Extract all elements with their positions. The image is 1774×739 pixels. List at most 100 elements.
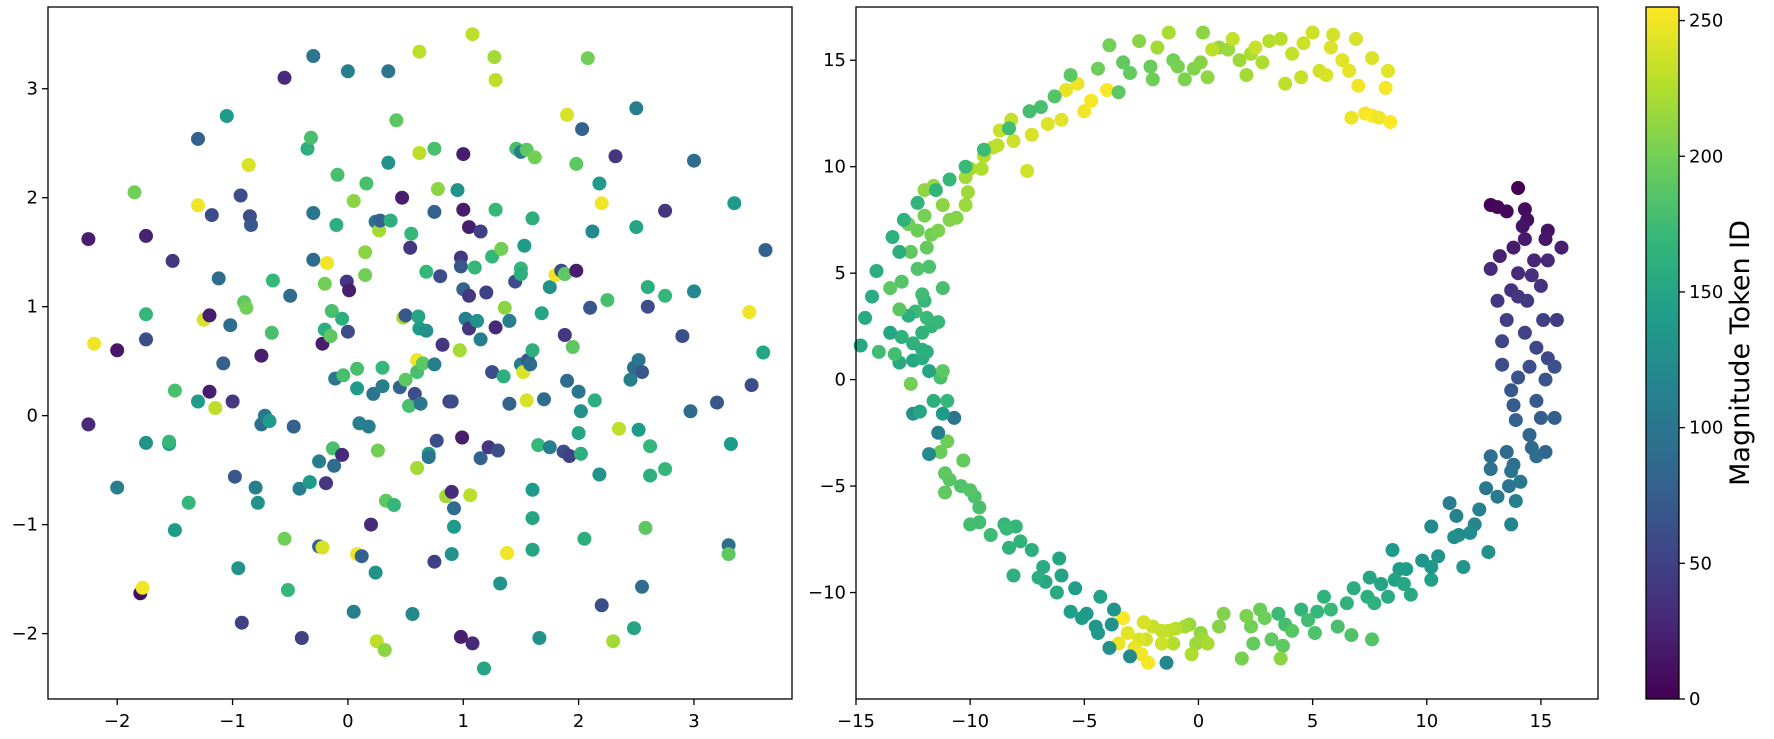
data-point	[560, 107, 575, 122]
data-point	[502, 396, 517, 411]
data-point	[592, 467, 607, 482]
data-point	[463, 488, 478, 503]
data-point	[398, 308, 413, 323]
data-point	[1504, 517, 1519, 532]
data-point	[412, 146, 427, 160]
data-point	[972, 500, 987, 515]
data-point	[940, 434, 955, 449]
data-point	[444, 484, 459, 499]
data-point	[444, 547, 459, 562]
colorbar: 0 50 100 150 200 250 Magnitude Token ID	[1645, 6, 1756, 710]
data-point	[433, 269, 448, 284]
data-point	[191, 131, 205, 146]
data-point	[135, 580, 150, 595]
data-point	[1091, 61, 1105, 76]
data-point	[456, 147, 471, 162]
data-point	[1022, 104, 1037, 119]
colorbar-tick-label: 100	[1689, 418, 1723, 439]
data-point	[519, 393, 534, 408]
x-axis-left: −2 −1 0 1 2 3	[104, 699, 700, 732]
data-point	[427, 554, 442, 569]
data-point	[631, 353, 646, 368]
data-point	[926, 393, 941, 408]
data-point	[1515, 219, 1530, 234]
data-point	[573, 446, 588, 461]
y-tick-label: 0	[27, 406, 38, 427]
data-point	[1257, 611, 1272, 626]
data-point	[1317, 589, 1331, 604]
data-point	[1547, 410, 1562, 425]
scatter-points-right	[853, 25, 1569, 670]
data-point	[896, 212, 911, 227]
data-point	[910, 261, 925, 276]
data-point	[167, 523, 182, 538]
data-point	[928, 183, 943, 198]
data-point	[1091, 626, 1105, 640]
data-point	[421, 450, 436, 465]
data-point	[450, 183, 465, 198]
data-point	[1013, 534, 1028, 549]
data-point	[369, 634, 384, 649]
data-point	[1307, 626, 1322, 640]
data-point	[1239, 68, 1254, 83]
y-tick-label: 1	[27, 297, 38, 318]
data-point	[1047, 89, 1062, 104]
data-point	[342, 283, 357, 298]
data-point	[883, 281, 898, 296]
data-point	[455, 430, 470, 445]
data-point	[922, 364, 937, 379]
data-point	[517, 238, 532, 253]
data-point	[1365, 51, 1379, 66]
data-point	[643, 439, 658, 454]
data-point	[931, 425, 946, 440]
data-point	[1504, 383, 1519, 398]
data-point	[917, 208, 932, 223]
data-point	[402, 398, 416, 413]
data-point	[612, 421, 626, 436]
data-point	[1177, 72, 1192, 87]
data-point	[1463, 525, 1478, 540]
data-point	[1170, 59, 1185, 74]
data-point	[1511, 181, 1526, 195]
data-point	[727, 196, 742, 211]
data-point	[264, 325, 279, 340]
data-point	[375, 379, 390, 394]
data-point	[675, 329, 690, 344]
data-point	[935, 406, 950, 421]
data-point	[892, 244, 907, 259]
data-point	[1068, 581, 1083, 596]
data-point	[885, 230, 900, 244]
data-point	[139, 435, 153, 450]
data-point	[1275, 638, 1290, 653]
data-point	[265, 273, 280, 288]
data-point	[366, 386, 381, 401]
x-tick-label: 5	[1307, 711, 1318, 732]
data-point	[1154, 636, 1169, 651]
plot-frame-left	[47, 6, 793, 700]
data-point	[470, 313, 485, 328]
data-point	[1529, 449, 1544, 464]
data-point	[883, 325, 898, 340]
data-point	[710, 395, 724, 410]
x-tick-label: 15	[1529, 711, 1552, 732]
data-point	[938, 466, 952, 481]
data-point	[935, 364, 950, 379]
data-point	[963, 517, 978, 532]
data-point	[1093, 589, 1108, 604]
data-point	[931, 315, 946, 330]
data-point	[587, 393, 602, 408]
data-point	[1020, 164, 1035, 178]
data-point	[1365, 632, 1379, 647]
data-point	[465, 636, 480, 651]
data-point	[317, 276, 332, 291]
data-point	[1132, 34, 1147, 49]
data-point	[903, 244, 918, 259]
colorbar-tick-label: 250	[1689, 11, 1723, 32]
data-point	[383, 213, 398, 228]
data-point	[1349, 31, 1363, 46]
data-point	[373, 213, 388, 228]
data-point	[1075, 611, 1089, 626]
data-point	[560, 373, 575, 388]
